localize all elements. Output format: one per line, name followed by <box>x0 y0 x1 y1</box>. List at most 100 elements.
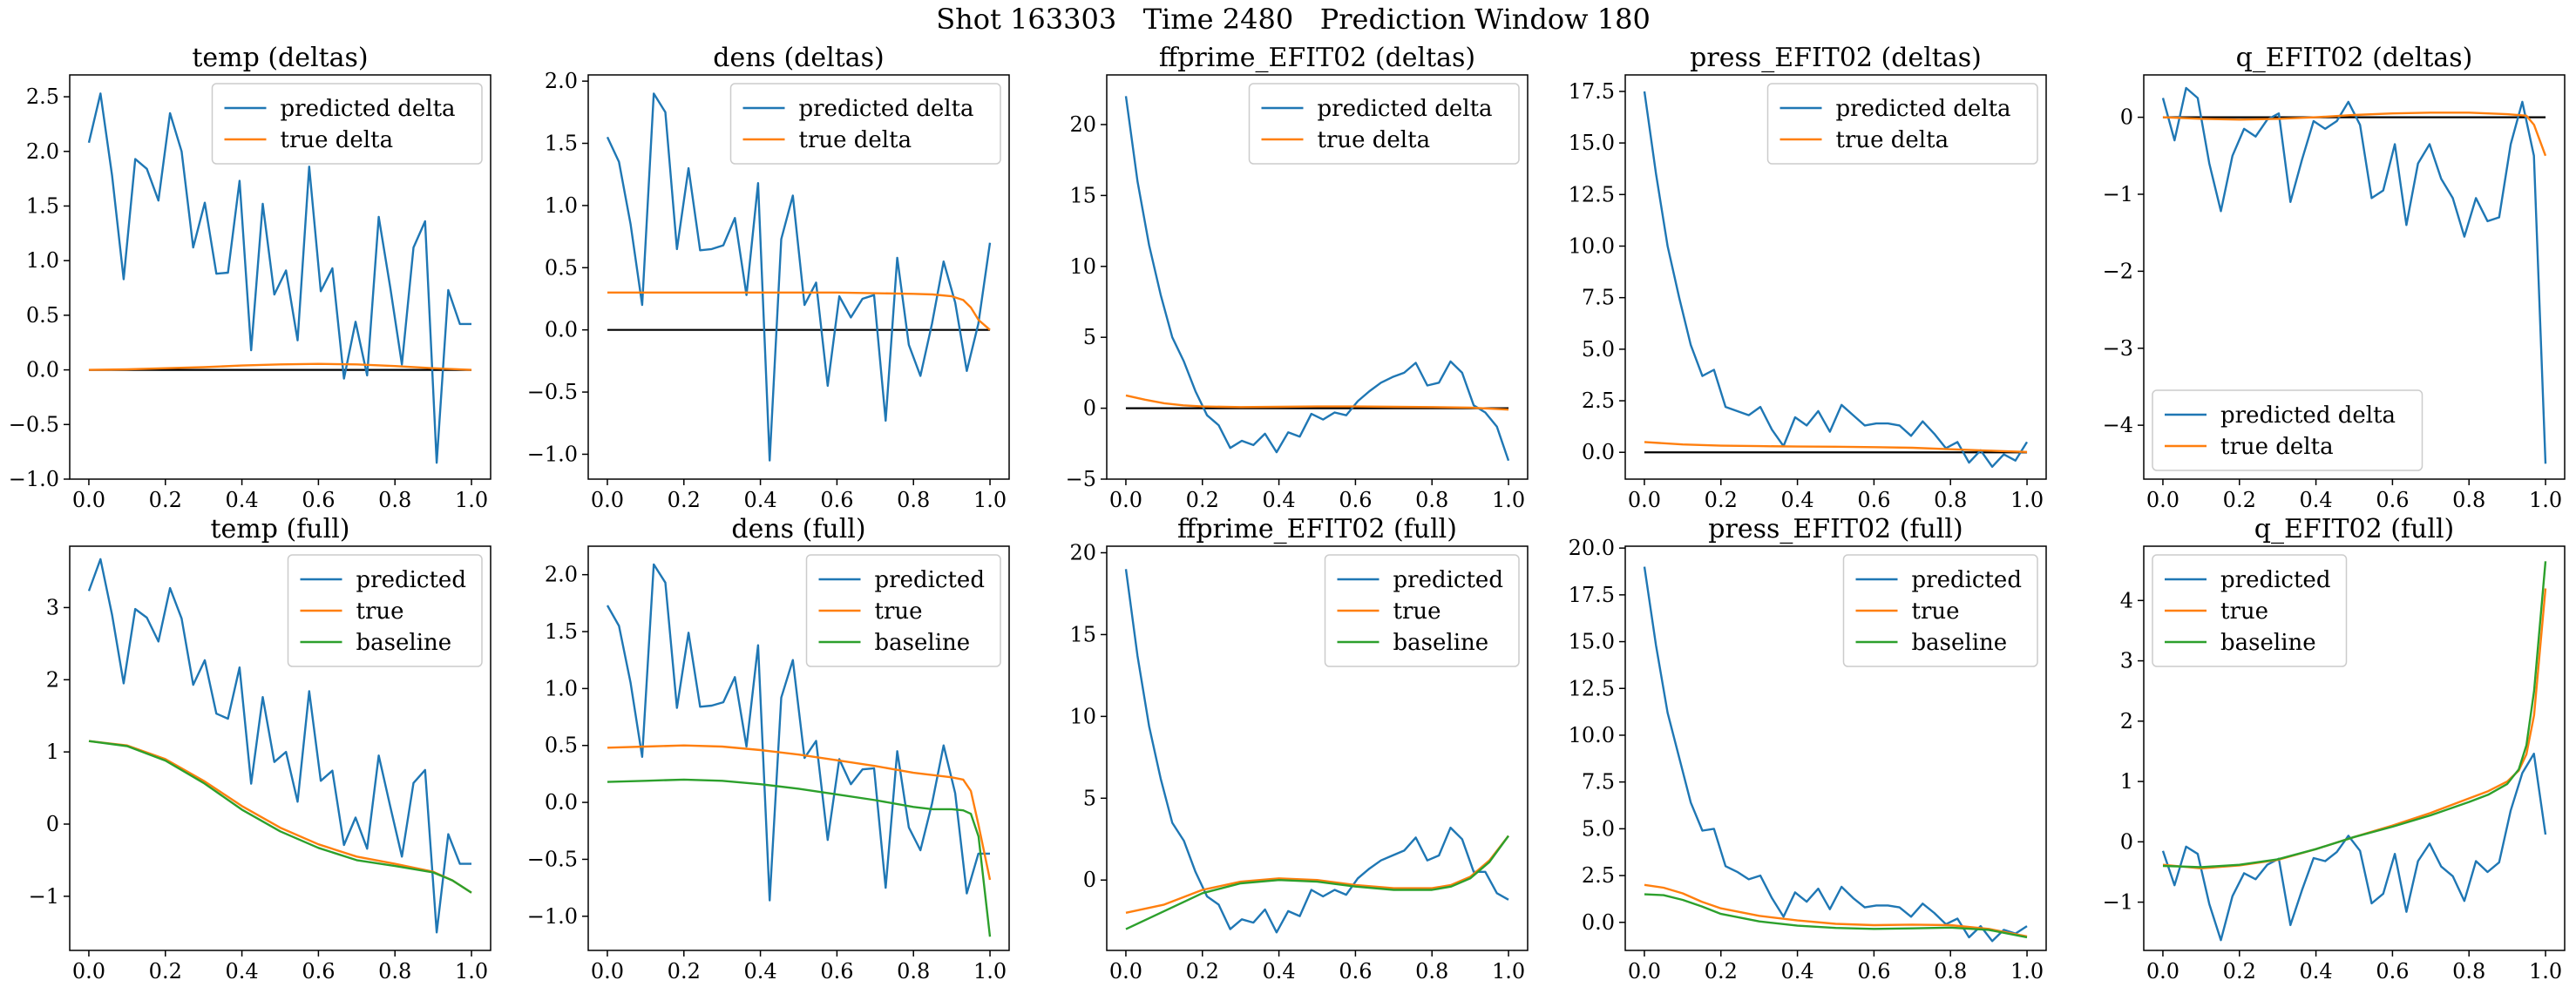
y-tick-label: −4 <box>2103 413 2133 437</box>
y-tick-label: 0.0 <box>1582 910 1615 935</box>
y-tick-label: 1.0 <box>26 248 59 273</box>
x-tick-label: 1.0 <box>455 959 488 984</box>
legend-label: baseline <box>356 630 452 656</box>
subplot-title: temp (full) <box>210 514 349 544</box>
x-tick-label: 1.0 <box>2010 488 2044 512</box>
legend: predicted true baseline <box>2152 554 2348 667</box>
y-tick-label: 2 <box>2120 709 2133 733</box>
y-tick-label: 5 <box>1083 786 1096 810</box>
x-tick-label: 1.0 <box>2010 959 2044 984</box>
legend: predicted true baseline <box>1324 554 1520 667</box>
x-tick-label: 1.0 <box>1492 488 1525 512</box>
y-tick-label: 0 <box>1083 396 1096 421</box>
y-tick-label: 1.5 <box>545 132 578 156</box>
x-tick-label: 0.6 <box>2376 959 2409 984</box>
y-tick-label: 1.5 <box>26 193 59 218</box>
series-line-true <box>2162 112 2547 157</box>
legend-label: true delta <box>1318 127 1431 153</box>
y-tick-label: 0.5 <box>26 303 59 328</box>
x-tick-label: 1.0 <box>1492 959 1525 984</box>
series-line-predicted <box>606 92 992 462</box>
series-line-true <box>1125 394 1509 411</box>
subplot-title: q_EFIT02 (full) <box>2254 514 2455 544</box>
y-tick-label: 4 <box>2120 588 2133 612</box>
legend-label: true delta <box>281 127 394 153</box>
legend-box <box>1248 83 1520 165</box>
legend-box <box>287 554 483 667</box>
x-tick-label: 0.2 <box>1186 488 1219 512</box>
legend: predicted true baseline <box>805 554 1001 667</box>
x-tick-label: 0.6 <box>820 488 853 512</box>
y-tick-label: 2.5 <box>1582 863 1615 888</box>
legend-label: baseline <box>875 630 971 656</box>
y-tick-label: 15 <box>1069 622 1096 646</box>
subplot-title: press_EFIT02 (full) <box>1708 514 1963 544</box>
x-tick-label: 0.6 <box>820 959 853 984</box>
legend-box <box>1324 554 1520 667</box>
y-tick-label: 0 <box>2120 829 2133 854</box>
axes-frame <box>2143 545 2566 951</box>
x-tick-label: 0.8 <box>1415 959 1448 984</box>
x-tick-label: 0.0 <box>1628 488 1661 512</box>
y-tick-label: 1.0 <box>545 193 578 218</box>
y-tick-label: 0 <box>46 812 59 836</box>
x-tick-label: 1.0 <box>973 488 1007 512</box>
series-line-predicted <box>87 92 471 464</box>
y-tick-label: −0.5 <box>527 847 578 871</box>
x-tick-label: 0.8 <box>1934 488 1967 512</box>
figure-title: Shot 163303 Time 2480 Prediction Window … <box>936 3 1651 36</box>
x-tick-label: 0.0 <box>72 488 105 512</box>
series-line-true <box>1644 883 2028 938</box>
y-tick-label: 0.0 <box>545 318 578 342</box>
x-tick-label: 0.0 <box>591 488 624 512</box>
legend-label: predicted delta <box>1836 96 2011 122</box>
subplot-0: temp (deltas) 0.0 0.2 0.4 0.6 0.8 1.0 −1.0 −0.5 0… <box>9 43 491 512</box>
series-line-true <box>607 291 991 331</box>
x-tick-label: 0.4 <box>226 959 259 984</box>
subplot-1: dens (deltas) 0.0 0.2 0.4 0.6 0.8 1.0 −1.0 −0.5 0… <box>527 43 1010 512</box>
x-tick-label: 0.2 <box>149 959 182 984</box>
x-tick-label: 0.0 <box>1628 959 1661 984</box>
x-tick-label: 0.2 <box>2223 959 2256 984</box>
x-tick-label: 0.6 <box>1857 959 1890 984</box>
legend-label: predicted delta <box>281 96 456 122</box>
series-line-baseline <box>1644 893 2028 939</box>
axes-frame <box>1106 545 1529 951</box>
series-line-baseline <box>1125 835 1509 930</box>
legend-box <box>1842 554 2038 667</box>
legend: predicted delta true delta <box>2152 389 2423 471</box>
y-tick-label: −1 <box>2103 890 2133 915</box>
y-tick-label: 2.0 <box>26 139 59 164</box>
subplot-2: ffprime_EFIT02 (deltas) 0.0 0.2 0.4 0.6 0.8 1.… <box>1066 43 1529 512</box>
series-line-true <box>1644 441 2028 453</box>
axes-frame <box>1106 74 1529 480</box>
x-tick-label: 0.8 <box>897 488 930 512</box>
legend-label: true <box>356 598 404 625</box>
legend-label: true delta <box>2220 434 2334 460</box>
x-tick-label: 0.4 <box>226 488 259 512</box>
y-tick-label: 3 <box>46 595 59 619</box>
subplot-8: press_EFIT02 (full) 0.0 0.2 0.4 0.6 0.8 1.0 0.0… <box>1569 514 2047 984</box>
y-tick-label: 7.5 <box>1582 286 1615 310</box>
x-tick-label: 0.6 <box>1857 488 1890 512</box>
y-tick-label: 1 <box>2120 769 2133 794</box>
y-tick-label: 0 <box>1083 868 1096 892</box>
x-tick-label: 0.8 <box>2452 488 2485 512</box>
x-tick-label: 0.0 <box>1109 959 1142 984</box>
axes-frame <box>1624 545 2047 951</box>
legend-label: predicted delta <box>1318 96 1493 122</box>
series-line-predicted <box>2161 753 2547 942</box>
y-tick-label: 10 <box>1069 704 1096 728</box>
series-line-predicted <box>1643 91 2029 468</box>
y-tick-label: 0.5 <box>545 255 578 280</box>
y-tick-label: 20.0 <box>1569 536 1615 560</box>
y-tick-label: 10.0 <box>1569 233 1615 258</box>
x-tick-label: 0.8 <box>378 959 411 984</box>
legend-label: baseline <box>2220 630 2316 656</box>
series-line-true <box>1125 835 1509 914</box>
y-tick-label: 20 <box>1069 541 1096 565</box>
x-tick-label: 0.4 <box>2300 488 2333 512</box>
series-line-predicted <box>1124 569 1509 934</box>
x-tick-label: 0.6 <box>1339 488 1372 512</box>
